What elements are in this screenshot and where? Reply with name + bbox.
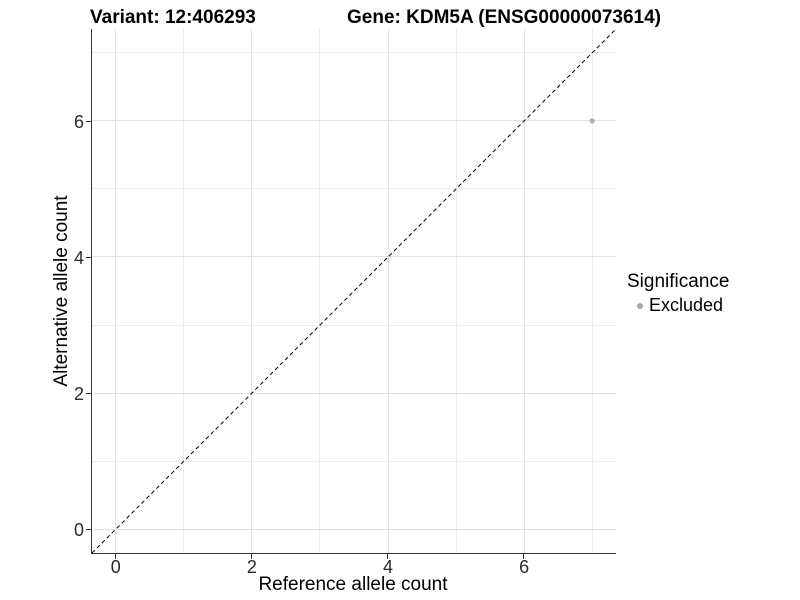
x-tick-mark xyxy=(387,554,389,559)
major-gridline-x xyxy=(523,29,525,553)
x-tick-mark xyxy=(114,554,116,559)
minor-gridline-y xyxy=(92,188,616,190)
y-tick-mark xyxy=(86,256,91,258)
minor-gridline-x xyxy=(455,29,457,553)
variant-title: Variant: 12:406293 xyxy=(90,7,256,28)
gene-title: Gene: KDM5A (ENSG00000073614) xyxy=(347,7,661,28)
y-tick-label: 2 xyxy=(73,384,84,405)
y-tick-mark xyxy=(86,529,91,531)
y-tick-label: 4 xyxy=(73,247,84,268)
minor-gridline-y xyxy=(92,324,616,326)
minor-gridline-y xyxy=(92,52,616,54)
minor-gridline-x xyxy=(591,29,593,553)
minor-gridline-x xyxy=(183,29,185,553)
legend-item-label: Excluded xyxy=(649,295,724,315)
legend-item-excluded: Excluded xyxy=(627,295,729,316)
y-tick-label: 6 xyxy=(73,111,84,132)
y-tick-mark xyxy=(86,393,91,395)
y-axis-title: Alternative allele count xyxy=(51,195,72,387)
minor-gridline-x xyxy=(319,29,321,553)
identity-dashed-line xyxy=(92,29,616,553)
plot-panel xyxy=(91,29,616,554)
minor-gridline-y xyxy=(92,460,616,462)
legend: Significance Excluded xyxy=(627,271,729,316)
x-tick-label: 2 xyxy=(246,557,257,577)
x-tick-label: 0 xyxy=(110,557,121,577)
x-tick-label: 6 xyxy=(519,557,530,577)
y-tick-label: 0 xyxy=(73,520,84,541)
x-axis-title: Reference allele count xyxy=(258,574,448,595)
y-tick-mark xyxy=(86,120,91,122)
major-gridline-y xyxy=(92,528,616,530)
major-gridline-x xyxy=(387,29,389,553)
x-tick-mark xyxy=(250,554,252,559)
major-gridline-y xyxy=(92,392,616,394)
legend-title: Significance xyxy=(627,271,730,292)
x-tick-label: 4 xyxy=(383,557,394,577)
x-tick-mark xyxy=(523,554,525,559)
major-gridline-x xyxy=(251,29,253,553)
major-gridline-x xyxy=(115,29,117,553)
data-point xyxy=(589,118,595,124)
major-gridline-y xyxy=(92,120,616,122)
legend-point-icon xyxy=(637,302,643,309)
major-gridline-y xyxy=(92,256,616,258)
chart-layer xyxy=(92,29,616,553)
